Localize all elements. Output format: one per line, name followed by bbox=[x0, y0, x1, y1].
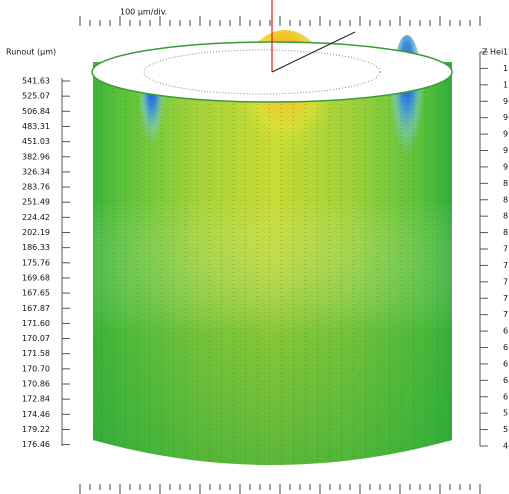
left-scale-label: 174.46 bbox=[22, 410, 50, 419]
right-scale-label: 6 bbox=[503, 376, 508, 385]
left-scale-label: 172.84 bbox=[22, 395, 50, 404]
left-scale-label: 171.60 bbox=[22, 319, 50, 328]
right-scale-label: 8 bbox=[503, 195, 508, 204]
right-scale-label: 1 bbox=[503, 64, 508, 73]
right-scale-label: 9 bbox=[503, 113, 508, 122]
right-scale-label: 8 bbox=[503, 228, 508, 237]
right-scale-label: 1 bbox=[503, 48, 508, 57]
right-scale-label: 9 bbox=[503, 97, 508, 106]
left-scale-label: 283.76 bbox=[22, 183, 50, 192]
left-scale-label: 170.86 bbox=[22, 380, 50, 389]
right-scale-label: 8 bbox=[503, 179, 508, 188]
left-axis-title: Runout (µm) bbox=[6, 48, 56, 57]
left-scale-label: 382.96 bbox=[22, 152, 50, 161]
right-scale-label: 4 bbox=[503, 442, 508, 451]
left-scale-label: 541.63 bbox=[22, 77, 50, 86]
right-scale-label: 6 bbox=[503, 392, 508, 401]
left-scale-label: 176.46 bbox=[22, 440, 50, 449]
left-scale-label: 179.22 bbox=[22, 425, 50, 434]
left-scale-label: 326.34 bbox=[22, 167, 50, 176]
left-scale-label: 506.84 bbox=[22, 107, 50, 116]
left-scale-label: 525.07 bbox=[22, 92, 50, 101]
right-scale-label: 8 bbox=[503, 212, 508, 221]
decoration: 100 µm/div. Runout (µm) Z Hei bbox=[6, 0, 503, 465]
left-scale-label: 186.33 bbox=[22, 243, 50, 252]
left-scale-label: 167.87 bbox=[22, 304, 50, 313]
right-scale-label: 7 bbox=[503, 310, 508, 319]
right-scale-label: 9 bbox=[503, 162, 508, 171]
axis-marker bbox=[271, 31, 356, 73]
left-scale-label: 451.03 bbox=[22, 137, 50, 146]
left-scale-label: 202.19 bbox=[22, 228, 50, 237]
right-axis-title: Z Hei bbox=[482, 48, 503, 57]
right-scale-label: 7 bbox=[503, 245, 508, 254]
left-scale-label: 167.65 bbox=[22, 289, 50, 298]
left-scale-label: 169.68 bbox=[22, 273, 50, 282]
left-scale-label: 251.49 bbox=[22, 198, 50, 207]
right-scale-label: 7 bbox=[503, 277, 508, 286]
right-scale-label: 5 bbox=[503, 409, 508, 418]
right-scale-label: 6 bbox=[503, 359, 508, 368]
right-scale-label: 1 bbox=[503, 80, 508, 89]
right-scale-label: 7 bbox=[503, 294, 508, 303]
right-scale-label: 6 bbox=[503, 327, 508, 336]
left-scale-label: 483.31 bbox=[22, 122, 50, 131]
inner-ring bbox=[143, 49, 381, 95]
right-scale-label: 7 bbox=[503, 261, 508, 270]
left-scale-label: 175.76 bbox=[22, 258, 50, 267]
scale-label: 100 µm/div. bbox=[120, 8, 167, 17]
left-scale-label: 170.70 bbox=[22, 364, 50, 373]
left-scale-label: 170.07 bbox=[22, 334, 50, 343]
left-scale-label: 224.42 bbox=[22, 213, 50, 222]
right-scale-label: 6 bbox=[503, 343, 508, 352]
dot-grid bbox=[93, 62, 452, 465]
left-scale-label: 171.58 bbox=[22, 349, 50, 358]
right-scale-label: 5 bbox=[503, 425, 508, 434]
right-scale-label: 9 bbox=[503, 146, 508, 155]
right-scale-label: 9 bbox=[503, 130, 508, 139]
